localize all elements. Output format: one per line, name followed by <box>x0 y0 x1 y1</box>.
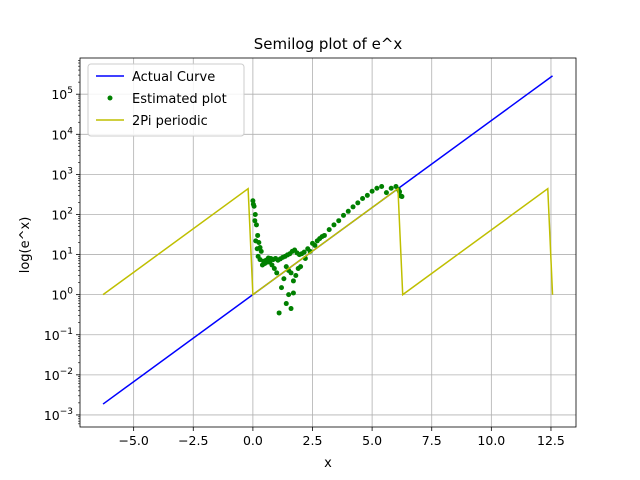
point-estimated-plot <box>286 292 292 298</box>
point-estimated-plot <box>345 208 351 214</box>
point-estimated-plot <box>290 278 296 284</box>
x-tick-label: 7.5 <box>422 433 442 448</box>
point-estimated-plot <box>288 306 294 312</box>
point-estimated-plot <box>283 301 289 307</box>
point-estimated-plot <box>364 192 370 198</box>
point-estimated-plot <box>336 218 342 224</box>
y-tick-label: 101 <box>51 247 73 263</box>
x-tick-label: −2.5 <box>178 433 208 448</box>
point-estimated-plot <box>253 222 259 228</box>
legend-label-2pi-periodic: 2Pi periodic <box>132 114 208 129</box>
point-estimated-plot <box>254 246 260 252</box>
point-estimated-plot <box>279 285 284 291</box>
x-axis-label: x <box>324 456 332 471</box>
y-tick-label: 10−1 <box>44 327 73 343</box>
point-estimated-plot <box>379 183 385 189</box>
x-tick-label: 10.0 <box>477 433 505 448</box>
point-estimated-plot <box>283 264 289 270</box>
x-tick-label: −5.0 <box>118 433 148 448</box>
series-2pi-periodic <box>102 187 554 297</box>
grid-layer <box>80 58 576 427</box>
point-estimated-plot <box>399 194 405 200</box>
point-estimated-plot <box>301 249 307 255</box>
point-estimated-plot <box>331 222 337 228</box>
y-tick-label: 103 <box>51 166 73 182</box>
ticks-layer: −5.0 −2.5 0.0 2.5 5.0 7.5 10.0 12.5 10−3 10−2 10−1… <box>44 60 565 448</box>
point-estimated-plot <box>293 273 299 279</box>
point-estimated-plot <box>360 196 366 202</box>
point-estimated-plot <box>276 310 282 316</box>
point-estimated-plot <box>341 212 346 218</box>
y-tick-label: 102 <box>51 206 73 222</box>
x-tick-label: 2.5 <box>303 433 323 448</box>
y-tick-label: 100 <box>51 287 73 303</box>
point-estimated-plot <box>350 204 356 210</box>
point-estimated-plot <box>281 276 287 282</box>
y-tick-label: 105 <box>51 86 73 102</box>
x-tick-label: 5.0 <box>362 433 382 448</box>
legend-box <box>87 63 245 137</box>
point-estimated-plot <box>255 232 261 238</box>
x-tick-label: 12.5 <box>537 433 565 448</box>
point-estimated-plot <box>258 248 264 254</box>
legend-swatch-estimated-plot <box>107 95 113 101</box>
legend: Actual Curve Estimated plot 2Pi periodic <box>87 63 245 137</box>
legend-label-actual-curve: Actual Curve <box>132 70 215 85</box>
point-estimated-plot <box>298 264 304 270</box>
legend-label-estimated-plot: Estimated plot <box>132 92 227 107</box>
point-estimated-plot <box>271 265 277 271</box>
x-tick-label: 0.0 <box>243 433 263 448</box>
point-estimated-plot <box>310 240 315 246</box>
chart-title: Semilog plot of e^x <box>254 35 403 53</box>
point-estimated-plot <box>388 185 394 191</box>
y-tick-label: 10−3 <box>44 407 73 423</box>
y-tick-label: 104 <box>51 126 73 142</box>
series-layer <box>102 75 554 405</box>
point-estimated-plot <box>355 200 361 206</box>
y-axis-label: log(e^x) <box>18 217 33 274</box>
point-estimated-plot <box>374 185 380 191</box>
point-estimated-plot <box>274 270 280 276</box>
point-estimated-plot <box>319 234 325 240</box>
point-estimated-plot <box>369 188 375 194</box>
point-estimated-plot <box>269 262 275 268</box>
point-estimated-plot <box>252 218 258 224</box>
point-estimated-plot <box>252 211 258 217</box>
point-estimated-plot <box>305 246 311 252</box>
point-estimated-plot <box>253 238 259 244</box>
point-estimated-plot <box>288 270 294 276</box>
point-estimated-plot <box>290 290 296 296</box>
point-estimated-plot <box>326 227 332 233</box>
point-estimated-plot <box>250 201 256 207</box>
y-tick-label: 10−2 <box>44 367 73 383</box>
point-estimated-plot <box>383 190 389 196</box>
point-estimated-plot <box>314 238 320 244</box>
